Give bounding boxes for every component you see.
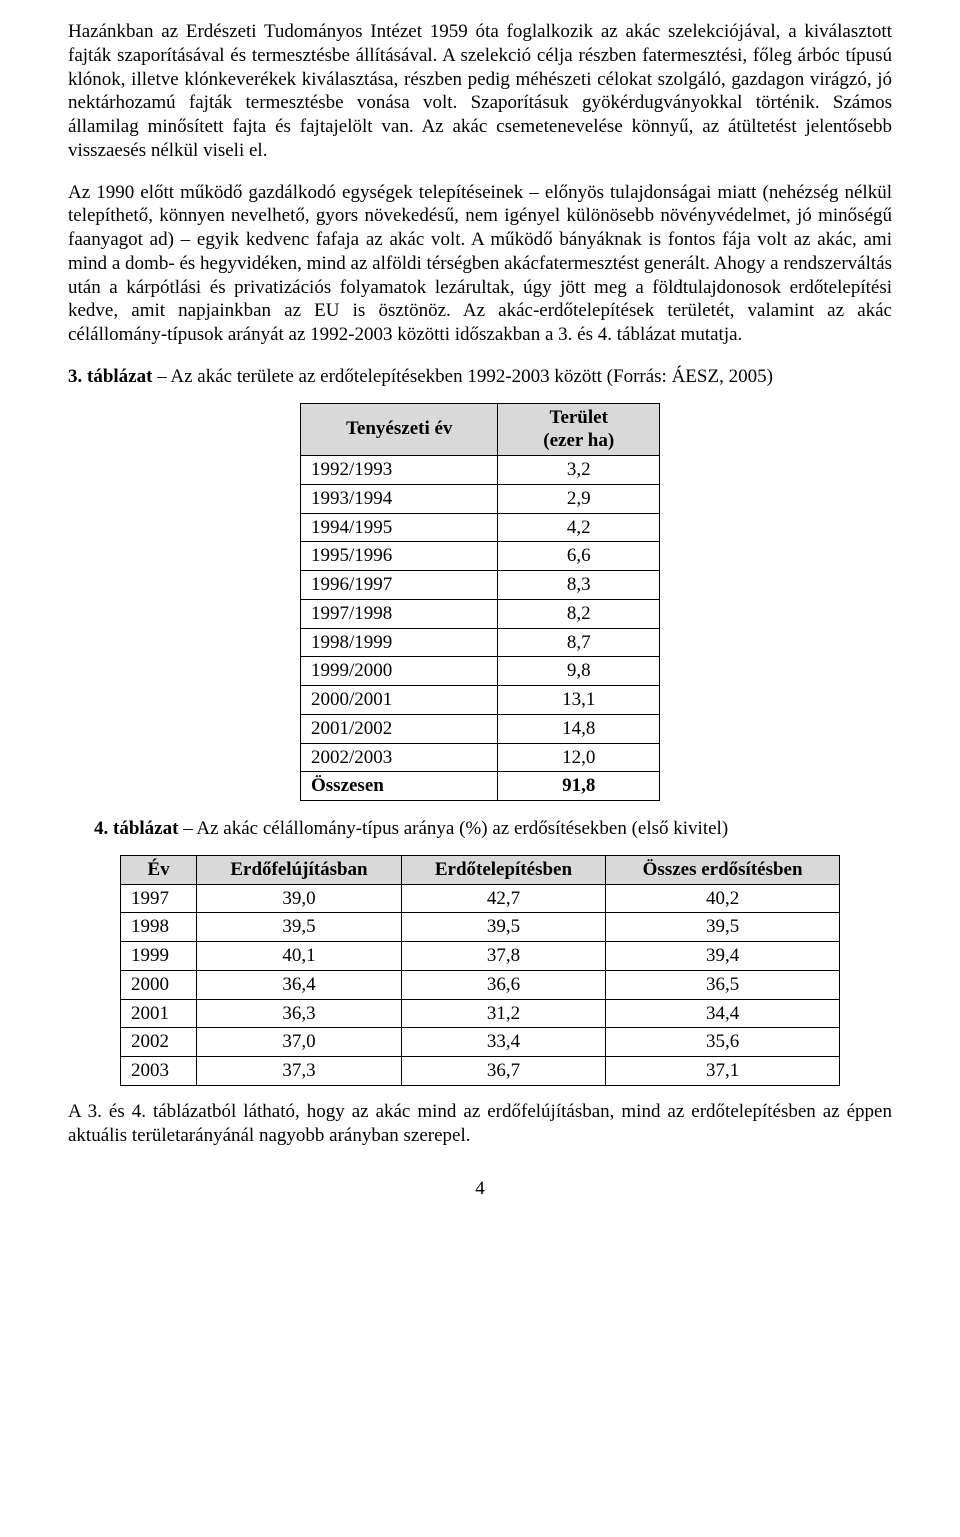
- table3-header-area-line2: (ezer ha): [543, 430, 614, 451]
- table3-cell-value: 4,2: [498, 513, 660, 542]
- table4-cell: 1997: [121, 884, 197, 913]
- table4-cell: 37,0: [197, 1028, 402, 1057]
- table3-cell-year: 1996/1997: [301, 571, 498, 600]
- table4-cell: 37,1: [606, 1057, 840, 1086]
- table4-header-col2: Erdőfelújításban: [197, 855, 402, 884]
- table3-total-row: Összesen91,8: [301, 772, 660, 801]
- table3-cell-value: 9,8: [498, 657, 660, 686]
- table3-cell-value: 14,8: [498, 714, 660, 743]
- table4-header-col4: Összes erdősítésben: [606, 855, 840, 884]
- table4-cell: 35,6: [606, 1028, 840, 1057]
- table3-cell-year: 1998/1999: [301, 628, 498, 657]
- table4-cell: 39,5: [197, 913, 402, 942]
- table3-header-year: Tenyészeti év: [301, 403, 498, 456]
- table3-cell-year: 1992/1993: [301, 456, 498, 485]
- table-row: 199839,539,539,5: [121, 913, 840, 942]
- page-number: 4: [68, 1177, 892, 1201]
- table4-cell: 36,3: [197, 999, 402, 1028]
- table3-cell-value: 8,2: [498, 599, 660, 628]
- table-row: 1998/19998,7: [301, 628, 660, 657]
- table4-cell: 31,2: [401, 999, 605, 1028]
- table4-cell: 37,3: [197, 1057, 402, 1086]
- table-row: 200337,336,737,1: [121, 1057, 840, 1086]
- table-row: 199739,042,740,2: [121, 884, 840, 913]
- table-row: 1999/20009,8: [301, 657, 660, 686]
- paragraph-2: Az 1990 előtt működő gazdálkodó egységek…: [68, 181, 892, 347]
- table4-header-col3: Erdőtelepítésben: [401, 855, 605, 884]
- table4-cell: 2001: [121, 999, 197, 1028]
- table3-cell-year: 2000/2001: [301, 686, 498, 715]
- table3-cell-value: 6,6: [498, 542, 660, 571]
- table3-cell-value: 12,0: [498, 743, 660, 772]
- table4-cell: 2003: [121, 1057, 197, 1086]
- table-row: 2002/200312,0: [301, 743, 660, 772]
- table4-cell: 34,4: [606, 999, 840, 1028]
- table4-cell: 2002: [121, 1028, 197, 1057]
- table3-cell-year: 1999/2000: [301, 657, 498, 686]
- table-row: 200136,331,234,4: [121, 999, 840, 1028]
- table4-cell: 36,7: [401, 1057, 605, 1086]
- table3-header-area-line1: Terület: [550, 407, 608, 428]
- table-row: 1995/19966,6: [301, 542, 660, 571]
- table4-cell: 40,2: [606, 884, 840, 913]
- table4-cell: 1998: [121, 913, 197, 942]
- table3-cell-year: 1994/1995: [301, 513, 498, 542]
- table3-cell-year: 2002/2003: [301, 743, 498, 772]
- table4-cell: 2000: [121, 970, 197, 999]
- paragraph-3: A 3. és 4. táblázatból látható, hogy az …: [68, 1100, 892, 1148]
- table3-caption-rest: – Az akác területe az erdőtelepítésekben…: [152, 366, 772, 387]
- table3-cell-year: 1995/1996: [301, 542, 498, 571]
- table4-cell: 42,7: [401, 884, 605, 913]
- table3-cell-value: 2,9: [498, 484, 660, 513]
- table4-cell: 37,8: [401, 942, 605, 971]
- table3-cell-year: 2001/2002: [301, 714, 498, 743]
- table4-cell: 39,5: [606, 913, 840, 942]
- table3-cell-year: 1997/1998: [301, 599, 498, 628]
- paragraph-1: Hazánkban az Erdészeti Tudományos Intéze…: [68, 20, 892, 163]
- table4-caption: 4. táblázat – Az akác célállomány-típus …: [68, 817, 892, 841]
- table-row: 2001/200214,8: [301, 714, 660, 743]
- table3: Tenyészeti év Terület (ezer ha) 1992/199…: [300, 403, 660, 802]
- table4-cell: 39,0: [197, 884, 402, 913]
- table4-cell: 33,4: [401, 1028, 605, 1057]
- table4-cell: 1999: [121, 942, 197, 971]
- table3-cell-value: 13,1: [498, 686, 660, 715]
- table3-cell-value: 8,7: [498, 628, 660, 657]
- table4-cell: 39,5: [401, 913, 605, 942]
- table4-cell: 36,6: [401, 970, 605, 999]
- table-row: 1996/19978,3: [301, 571, 660, 600]
- table3-cell-year: 1993/1994: [301, 484, 498, 513]
- table4: Év Erdőfelújításban Erdőtelepítésben Öss…: [120, 855, 840, 1086]
- table4-cell: 36,5: [606, 970, 840, 999]
- table3-header-area: Terület (ezer ha): [498, 403, 660, 456]
- table-row: 199940,137,839,4: [121, 942, 840, 971]
- table-row: 1992/19933,2: [301, 456, 660, 485]
- table-row: 2000/200113,1: [301, 686, 660, 715]
- table3-total-label: Összesen: [301, 772, 498, 801]
- table3-total-value: 91,8: [498, 772, 660, 801]
- table4-caption-lead: 4. táblázat: [94, 818, 178, 839]
- table-row: 1994/19954,2: [301, 513, 660, 542]
- table4-cell: 36,4: [197, 970, 402, 999]
- table-row: 200036,436,636,5: [121, 970, 840, 999]
- table3-caption-lead: 3. táblázat: [68, 366, 152, 387]
- table3-cell-value: 8,3: [498, 571, 660, 600]
- table4-header-year: Év: [121, 855, 197, 884]
- table3-cell-value: 3,2: [498, 456, 660, 485]
- table-row: 200237,033,435,6: [121, 1028, 840, 1057]
- table4-cell: 40,1: [197, 942, 402, 971]
- table4-caption-rest: – Az akác célállomány-típus aránya (%) a…: [178, 818, 728, 839]
- table-row: 1997/19988,2: [301, 599, 660, 628]
- table4-cell: 39,4: [606, 942, 840, 971]
- table3-caption: 3. táblázat – Az akác területe az erdőte…: [68, 365, 892, 389]
- table-row: 1993/19942,9: [301, 484, 660, 513]
